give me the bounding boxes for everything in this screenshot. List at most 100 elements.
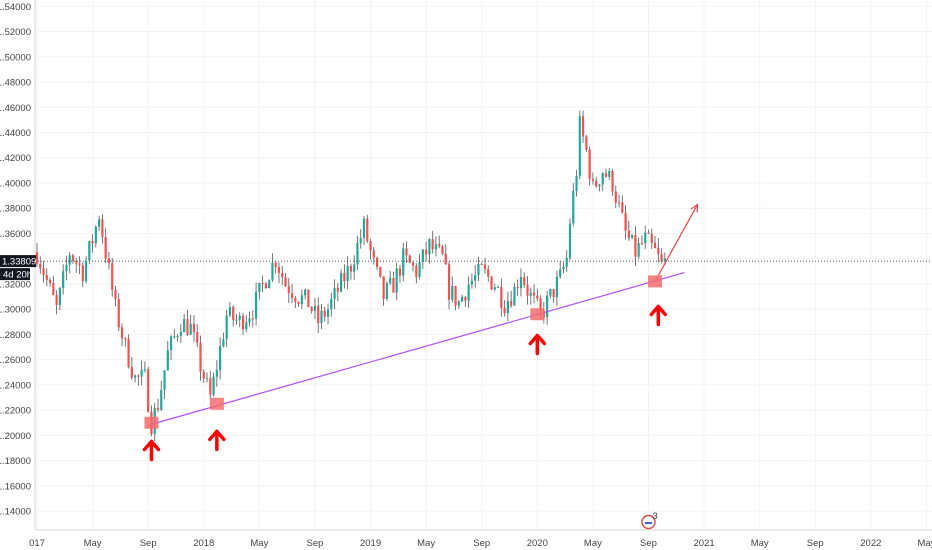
candle-up [300,295,303,305]
candle-up [160,389,163,410]
candle-up [421,249,424,263]
up-arrow-icon [649,304,668,327]
candle-down [647,232,650,234]
candle-up [134,375,137,378]
candle-up [519,277,523,289]
candle-up [176,335,179,337]
candle-up [330,299,333,310]
candle-up [631,234,634,238]
candle-up [434,244,438,250]
candle-down [454,286,457,306]
candle-down [81,265,84,282]
candle-down [375,257,379,267]
candle-down [552,289,555,298]
candle-down [516,286,519,289]
candle-down [101,219,104,238]
candle-up [166,350,169,371]
candle-up [493,287,496,290]
candle-up [663,258,666,261]
candle-down [107,258,111,264]
candle-up [179,331,182,336]
candle-up [395,268,398,293]
candle-down [277,267,281,273]
x-tick-label: May [417,538,435,549]
candle-down [369,241,372,251]
candle-down [78,263,81,266]
y-tick-label: 1.36000 [0,229,31,240]
candle-up [546,295,549,317]
candle-down [202,371,205,379]
support-trendline [148,271,685,426]
y-tick-label: 1.30000 [0,305,31,316]
candle-up [304,289,307,296]
candle-up [562,266,565,270]
time-axis[interactable]: 017 May Sep 2018 May Sep 2019 May Sep 2020 May Sep 2… [29,529,932,549]
x-tick-label: Sep [807,538,824,549]
candle-down [55,294,58,305]
candle-down [120,327,124,339]
candle-down [372,250,375,258]
candle-up [389,277,392,284]
candle-down [405,248,408,256]
projection-line [654,204,699,282]
candle-down [650,233,653,243]
candle-up [163,370,166,390]
candle-up [575,175,578,191]
candle-down [392,277,395,293]
candle-up [340,273,343,292]
y-tick-label: 1.54000 [0,2,31,13]
candle-down [323,310,326,317]
candle-down [111,263,114,290]
candle-down [425,249,428,255]
candle-up [271,262,274,281]
candle-up [385,283,388,299]
candle-down [621,202,624,213]
y-tick-label: 1.14000 [0,507,31,518]
candle-down [634,234,637,257]
candle-up [326,309,330,317]
candle-up [601,173,604,185]
candle-down [653,242,657,249]
x-tick-label: 2020 [527,538,548,549]
candle-down [366,218,369,242]
candle-up [572,190,575,224]
touch-point-marker [530,308,545,321]
candle-down [241,315,245,330]
candle-down [186,319,189,335]
x-tick-label: Sep [140,538,157,549]
x-tick-label: 2021 [694,538,715,549]
candle-down [503,307,506,314]
candle-down [52,283,55,295]
drawing-annotations: 3 [142,203,699,530]
candle-down [48,279,52,284]
candle-up [222,339,225,347]
candle-up [470,280,474,285]
x-tick-label: May [84,538,102,549]
touch-point-marker [648,275,663,288]
candle-down [104,237,107,259]
candle-down [192,323,196,333]
candle-up [245,322,248,330]
x-tick-label: Sep [473,538,490,549]
y-tick-label: 1.32000 [0,279,31,290]
candlestick-series [35,110,666,441]
candle-down [114,289,117,300]
candle-down [261,282,264,284]
event-count-label: 3 [652,511,657,522]
candle-up [362,218,366,238]
candle-up [65,264,68,272]
candle-down [617,202,621,204]
candle-down [595,180,598,187]
candle-down [660,254,663,261]
candle-down [251,318,254,320]
candle-up [258,282,261,292]
touch-point-marker [144,416,159,429]
candle-down [264,283,267,289]
candle-up [235,319,238,321]
candle-up [94,226,97,244]
candle-down [411,262,415,266]
candle-down [336,287,339,292]
candle-up [467,284,470,301]
candle-down [35,252,39,264]
